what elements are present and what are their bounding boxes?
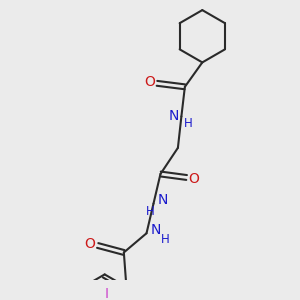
Text: O: O bbox=[188, 172, 199, 186]
Text: N: N bbox=[158, 193, 168, 207]
Text: I: I bbox=[104, 287, 108, 300]
Text: O: O bbox=[85, 237, 95, 251]
Text: H: H bbox=[161, 233, 170, 246]
Text: H: H bbox=[146, 205, 154, 218]
Text: O: O bbox=[145, 75, 155, 88]
Text: H: H bbox=[184, 117, 193, 130]
Text: N: N bbox=[151, 223, 161, 237]
Text: N: N bbox=[169, 110, 179, 124]
